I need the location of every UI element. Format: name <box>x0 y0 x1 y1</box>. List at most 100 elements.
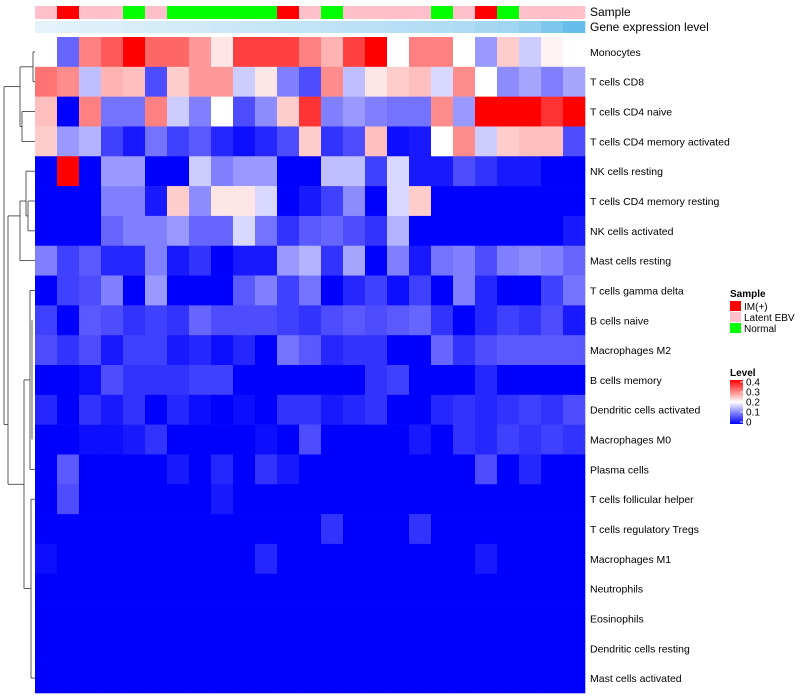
heatmap-cell <box>255 305 278 336</box>
heatmap-cell <box>431 573 454 604</box>
heatmap-cell <box>409 424 432 455</box>
expression-annotation-cell <box>123 21 146 33</box>
heatmap-cell <box>277 245 300 276</box>
heatmap-cell <box>255 633 278 664</box>
heatmap-cell <box>321 484 344 515</box>
expression-annotation-cell <box>277 21 300 33</box>
heatmap-cell <box>79 245 102 276</box>
heatmap-cell <box>475 663 498 694</box>
heatmap-cell <box>79 96 102 127</box>
expression-annotation-cell <box>255 21 278 33</box>
heatmap-cell <box>365 156 388 187</box>
heatmap-cell <box>365 514 388 545</box>
heatmap-cell <box>299 186 322 217</box>
heatmap-cell <box>409 245 432 276</box>
heatmap-cell <box>409 663 432 694</box>
heatmap-cell <box>563 573 586 604</box>
heatmap-cell <box>101 66 124 97</box>
heatmap-cell <box>431 633 454 664</box>
sample-annotation-cell <box>409 6 432 19</box>
heatmap-cell <box>365 543 388 575</box>
row-label: T cells CD4 naive <box>590 107 672 119</box>
heatmap-cell <box>299 484 322 515</box>
heatmap-cell <box>519 96 542 127</box>
heatmap-cell <box>387 603 410 634</box>
expression-annotation-cell <box>79 21 102 33</box>
heatmap-cell <box>189 156 212 187</box>
heatmap-cell <box>123 663 146 694</box>
heatmap-cell <box>387 275 410 306</box>
heatmap-cell <box>321 37 344 68</box>
heatmap-cell <box>35 573 58 604</box>
heatmap-cell <box>453 603 476 634</box>
heatmap-cell <box>79 126 102 157</box>
heatmap-cell <box>321 275 344 306</box>
expression-annotation-cell <box>541 21 564 33</box>
heatmap-cell <box>57 573 80 604</box>
heatmap-cell <box>497 573 520 604</box>
heatmap-cell <box>35 603 58 634</box>
heatmap-cell <box>321 215 344 247</box>
heatmap-cell <box>255 335 278 366</box>
heatmap-cell <box>57 484 80 515</box>
row-labels: Monocytes T cells CD8 T cells CD4 naive T c… <box>590 47 730 685</box>
heatmap-cell <box>79 186 102 217</box>
heatmap-cell <box>189 394 212 425</box>
heatmap-cell <box>431 305 454 336</box>
heatmap-cell <box>167 454 190 485</box>
heatmap-cell <box>233 454 256 485</box>
heatmap-cell <box>167 305 190 336</box>
heatmap-cell <box>255 245 278 276</box>
heatmap-cell <box>431 514 454 545</box>
heatmap-cell <box>79 66 102 97</box>
heatmap-cell <box>475 186 498 217</box>
row-label: Dendritic cells resting <box>590 643 690 655</box>
heatmap-cell <box>365 573 388 604</box>
heatmap-cell <box>255 126 278 157</box>
heatmap-cell <box>453 66 476 97</box>
heatmap-cell <box>211 275 234 306</box>
heatmap-cell <box>123 245 146 276</box>
sample-legend-swatch <box>730 312 741 322</box>
heatmap-cell <box>541 573 564 604</box>
heatmap-cell <box>57 365 80 396</box>
sample-annotation-cell <box>563 6 586 19</box>
heatmap-cell <box>497 186 520 217</box>
sample-annotation-label: Sample <box>590 5 631 19</box>
heatmap-cell <box>123 37 146 68</box>
heatmap-cell <box>101 186 124 217</box>
heatmap-cell <box>123 215 146 247</box>
row-label: Mast cells activated <box>590 673 682 685</box>
heatmap-cell <box>497 633 520 664</box>
sample-annotation-cell <box>519 6 542 19</box>
heatmap-cell <box>343 245 366 276</box>
sample-annotation-cell <box>79 6 102 19</box>
heatmap-cell <box>299 573 322 604</box>
heatmap-cell <box>431 215 454 247</box>
heatmap-cell <box>519 424 542 455</box>
heatmap-cell <box>167 663 190 694</box>
heatmap-cell <box>233 275 256 306</box>
heatmap-cell <box>563 454 586 485</box>
heatmap-cell <box>497 424 520 455</box>
heatmap-cell <box>189 245 212 276</box>
heatmap-cell <box>541 96 564 127</box>
heatmap-cell <box>365 186 388 217</box>
heatmap-cell <box>35 663 58 694</box>
heatmap-cell <box>453 156 476 187</box>
heatmap-cell <box>233 245 256 276</box>
heatmap-cell <box>299 215 322 247</box>
expression-annotation-label: Gene expression level <box>590 20 709 34</box>
heatmap-cell <box>387 454 410 485</box>
heatmap-cell <box>233 215 256 247</box>
heatmap-cell <box>79 156 102 187</box>
heatmap-cell <box>57 126 80 157</box>
heatmap-cell <box>167 633 190 664</box>
row-label: T cells CD4 memory activated <box>590 136 730 148</box>
heatmap-cell <box>233 514 256 545</box>
heatmap-cell <box>519 394 542 425</box>
heatmap-cell <box>563 186 586 217</box>
row-label: T cells CD4 memory resting <box>590 196 719 208</box>
heatmap-cell <box>255 543 278 575</box>
